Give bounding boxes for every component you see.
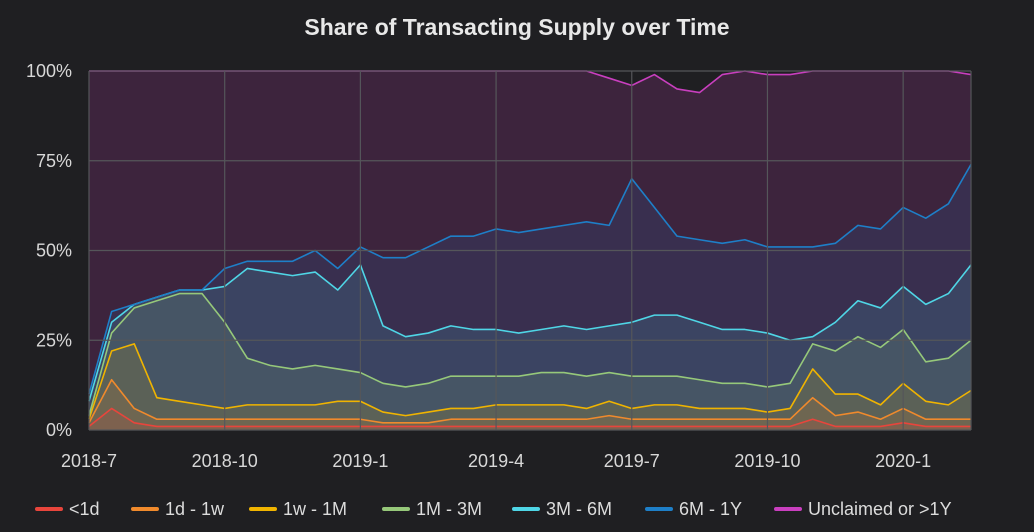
x-tick-label: 2019-10 xyxy=(734,451,800,471)
legend-item[interactable]: 3M - 6M xyxy=(512,499,612,519)
area-2 xyxy=(89,343,971,430)
x-axis-ticks: 2018-7 2018-10 2019-1 2019-4 2019-7 2019-10 20… xyxy=(61,451,931,471)
legend-item[interactable]: Unclaimed or >1Y xyxy=(774,499,952,519)
legend-label: 1d - 1w xyxy=(165,499,225,519)
legend-label: 1M - 3M xyxy=(416,499,482,519)
series-line-5 xyxy=(88,163,972,395)
y-axis-ticks: 0% 25% 50% 75% 100% xyxy=(26,61,72,440)
legend-item[interactable]: 1M - 3M xyxy=(382,499,482,519)
x-tick-label: 2019-4 xyxy=(468,451,524,471)
area-4 xyxy=(89,264,971,430)
series-line-0 xyxy=(88,407,971,428)
area-3 xyxy=(89,293,971,430)
legend-label: 6M - 1Y xyxy=(679,499,742,519)
x-tick-label: 2020-1 xyxy=(875,451,931,471)
y-tick-label: 50% xyxy=(36,241,72,261)
x-tick-label: 2019-1 xyxy=(332,451,388,471)
legend[interactable]: <1d 1d - 1w 1w - 1M 1M - 3M 3M - 6M 6M - 1Y Un… xyxy=(35,499,952,519)
legend-item[interactable]: 6M - 1Y xyxy=(645,499,742,519)
legend-item[interactable]: 1w - 1M xyxy=(249,499,347,519)
area-0 xyxy=(89,408,971,430)
gridlines xyxy=(88,70,972,431)
y-tick-label: 25% xyxy=(36,330,72,350)
legend-label: 1w - 1M xyxy=(283,499,347,519)
x-tick-label: 2018-10 xyxy=(192,451,258,471)
series-line-4 xyxy=(88,264,972,402)
legend-item[interactable]: 1d - 1w xyxy=(131,499,225,519)
legend-label: <1d xyxy=(69,499,100,519)
x-tick-label: 2018-7 xyxy=(61,451,117,471)
y-tick-label: 0% xyxy=(46,420,72,440)
series-line-1 xyxy=(88,378,971,424)
y-tick-label: 75% xyxy=(36,151,72,171)
x-tick-label: 2019-7 xyxy=(604,451,660,471)
legend-label: Unclaimed or >1Y xyxy=(808,499,952,519)
series-line-2 xyxy=(88,343,972,420)
area-5 xyxy=(89,164,971,430)
chart-title: Share of Transacting Supply over Time xyxy=(304,14,729,40)
legend-label: 3M - 6M xyxy=(546,499,612,519)
legend-item[interactable]: <1d xyxy=(35,499,100,519)
y-tick-label: 100% xyxy=(26,61,72,81)
